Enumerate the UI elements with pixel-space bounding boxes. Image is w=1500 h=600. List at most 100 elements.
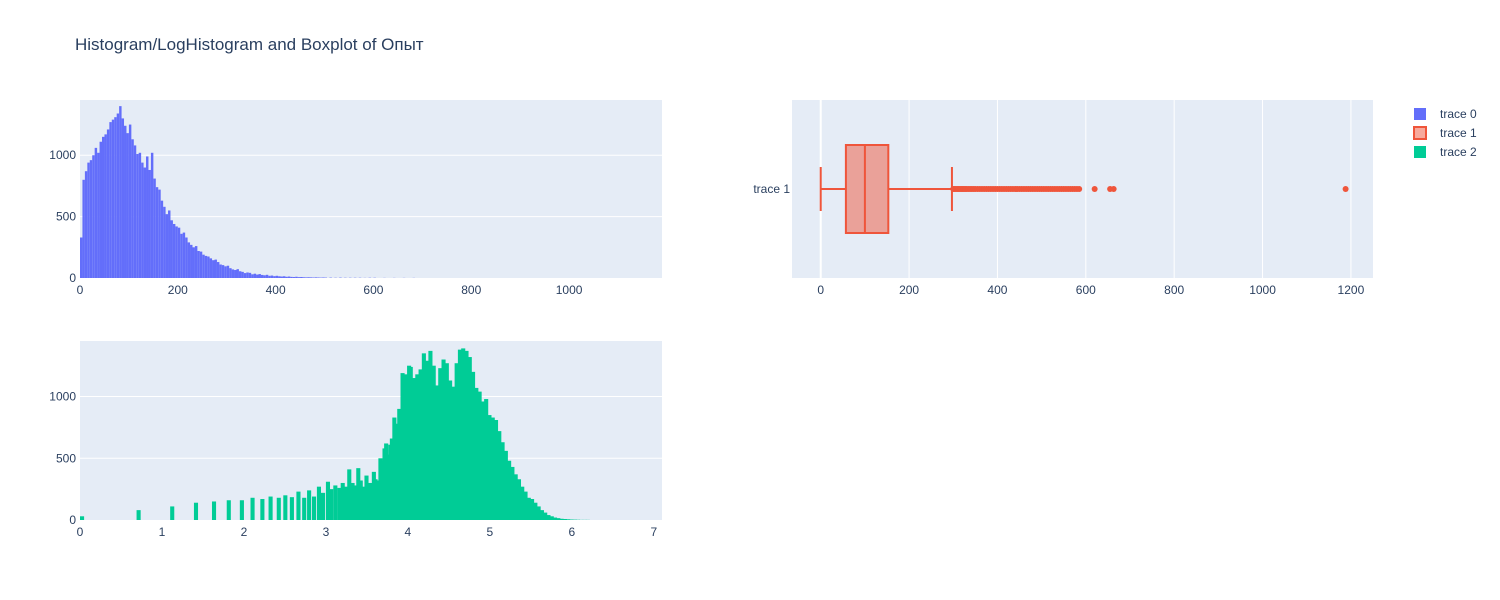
histogram-bar (131, 139, 134, 278)
histogram-bar (273, 276, 276, 278)
histogram-bar (454, 363, 459, 520)
histogram-bar (474, 387, 479, 520)
x-tick-label: 7 (650, 525, 657, 539)
histogram-bar (275, 275, 279, 278)
histogram-bar (289, 497, 294, 520)
histogram-bar (477, 391, 482, 520)
histogram-bar (356, 468, 361, 520)
histogram-bar (448, 380, 453, 520)
histogram-bar (231, 269, 235, 278)
x-tick-label: 800 (461, 283, 481, 297)
histogram-bar (87, 162, 90, 278)
legend-label: trace 2 (1440, 145, 1477, 159)
histogram-bar (116, 113, 120, 278)
histogram-bar (276, 497, 281, 520)
histogram-bar (411, 378, 417, 520)
histogram-bar (136, 510, 141, 520)
histogram-bar (451, 386, 456, 520)
histogram-bar (236, 269, 239, 278)
histogram-bar (520, 486, 525, 520)
histogram-bar (389, 438, 394, 520)
histogram-bar (431, 365, 436, 520)
histogram-bar (562, 519, 567, 520)
y-tick-label: 0 (69, 513, 76, 527)
histogram-bar (248, 272, 252, 278)
histogram-bar (464, 350, 469, 520)
histogram-bar (109, 122, 112, 278)
histogram-bar (143, 167, 147, 278)
histogram-bar (114, 117, 117, 278)
histogram-bar (148, 169, 151, 278)
legend-swatch (1414, 146, 1426, 158)
boxplot-panel: 0 200 400 600 800 1000 1200 trace 1 (753, 100, 1373, 297)
legend-label: trace 0 (1440, 107, 1477, 121)
x-tick-label: 1200 (1338, 283, 1365, 297)
x-tick-label: 400 (987, 283, 1007, 297)
histogram-bar (375, 480, 381, 520)
histogram-bar (209, 258, 213, 278)
histogram-bar (297, 277, 301, 278)
y-tick-label: 500 (56, 451, 76, 465)
histogram-bar (552, 517, 558, 520)
x-tick-label: 6 (568, 525, 575, 539)
histogram-bar (256, 274, 259, 278)
histogram-bar (89, 160, 93, 278)
histogram-bar (444, 363, 449, 520)
x-tick-label: 4 (405, 525, 412, 539)
histogram-bar (487, 415, 492, 520)
legend-swatch (1413, 126, 1427, 140)
histogram-bar (314, 277, 318, 278)
y-tick-label: 1000 (49, 148, 76, 162)
histogram-bar (170, 506, 175, 520)
histogram-bar (190, 244, 193, 278)
histogram-bar (415, 374, 420, 520)
histogram-bar (136, 154, 139, 278)
histogram-bar (204, 255, 208, 278)
histogram-bar (490, 417, 495, 520)
histogram-bar (428, 350, 433, 520)
x-tick-label: 1000 (1249, 283, 1276, 297)
histogram-bar (536, 506, 541, 520)
histogram-bar (229, 268, 232, 278)
histogram-bar (260, 274, 264, 278)
histogram-bar (243, 273, 247, 278)
histogram-bar (251, 274, 254, 278)
histogram-bar (280, 276, 283, 278)
histogram-bar (285, 276, 288, 278)
histogram-bar (260, 499, 265, 520)
histogram-bar (283, 495, 288, 520)
histogram-bar (278, 276, 281, 278)
histogram-bar (221, 265, 225, 278)
histogram-bar (226, 500, 231, 520)
histogram-bar (421, 353, 426, 520)
histogram-bar (102, 136, 105, 278)
histogram-bar (182, 232, 186, 278)
histogram-bar (180, 233, 183, 278)
histogram-bar (295, 276, 298, 278)
histogram-bar (219, 264, 222, 278)
histogram-bar (309, 277, 313, 278)
histogram-bar (111, 119, 115, 278)
histogram-bar (304, 277, 308, 278)
histogram-bar (270, 275, 274, 278)
histogram-bar (282, 276, 286, 278)
x-tick-label: 200 (899, 283, 919, 297)
histogram-bar (300, 277, 303, 278)
histogram-bar (543, 512, 548, 520)
x-tick-label: 0 (77, 283, 84, 297)
histogram-bar (556, 518, 561, 520)
histogram-bar (290, 276, 293, 278)
x-tick-label: 800 (1164, 283, 1184, 297)
histogram-bar (124, 125, 127, 278)
chart-title: Histogram/LogHistogram and Boxplot of Оп… (75, 35, 424, 54)
histogram-bar (364, 475, 369, 520)
outlier-point (1110, 186, 1117, 192)
histogram-bar (307, 277, 310, 278)
histogram-bar (350, 482, 355, 520)
histogram-bar (211, 501, 217, 520)
histogram-bar (238, 271, 242, 278)
histogram-bar (311, 496, 317, 520)
histogram-bar (497, 431, 502, 520)
histogram-bar (337, 487, 342, 520)
histogram-bar (234, 270, 237, 278)
